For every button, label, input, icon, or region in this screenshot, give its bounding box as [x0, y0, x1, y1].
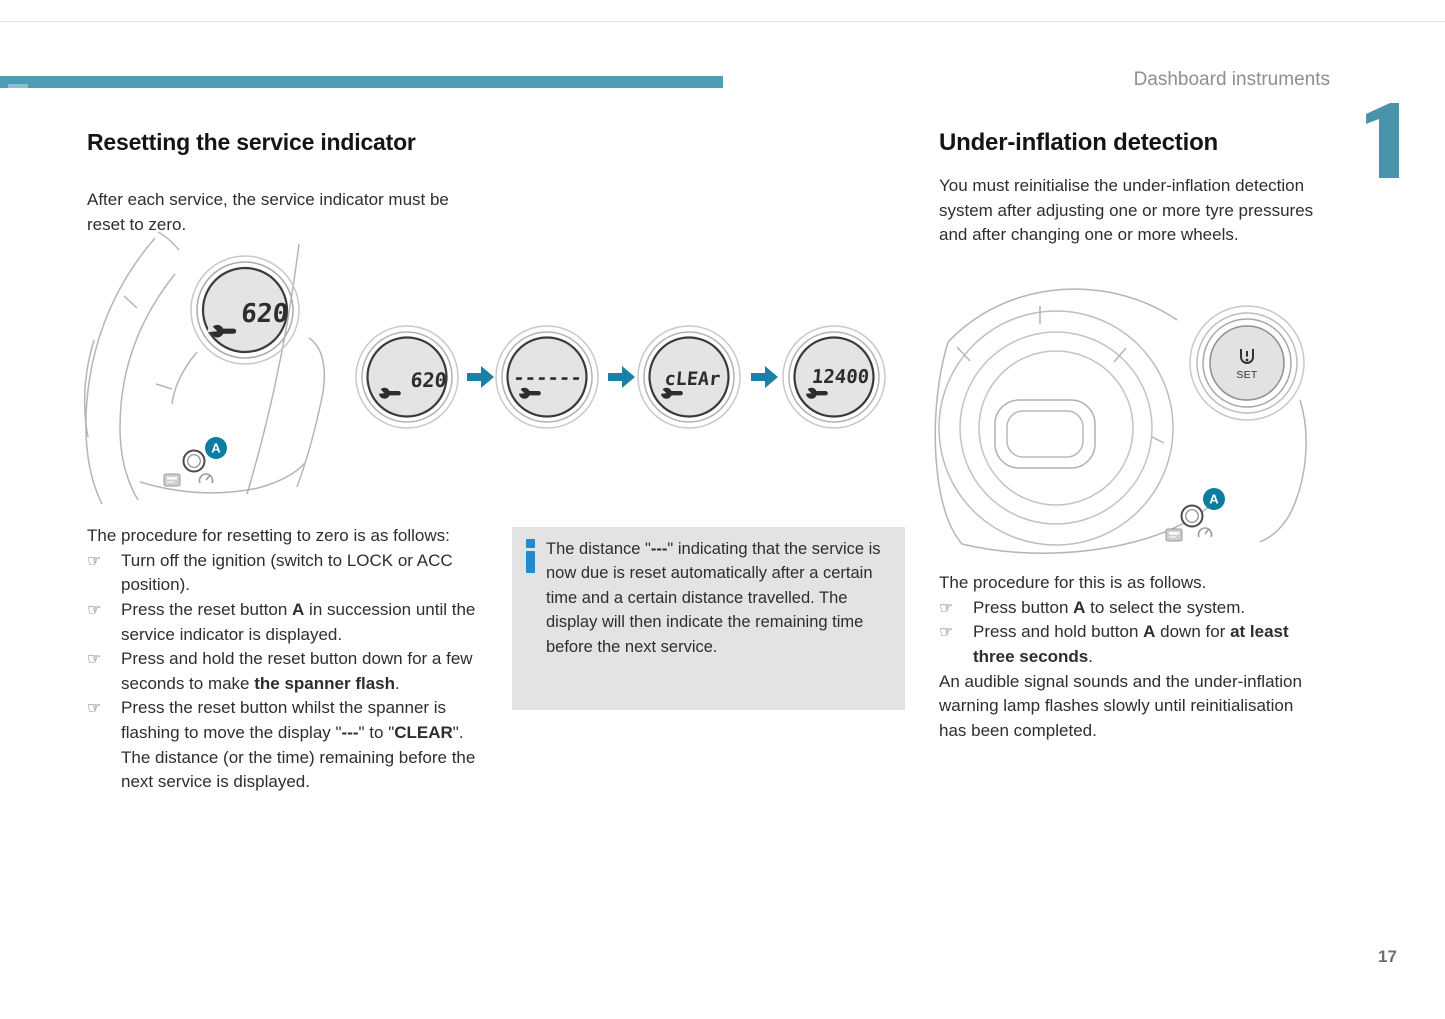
procedure-step: ☞ Press the reset button whilst the span… [87, 698, 464, 743]
pointing-finger-icon: ☞ [939, 597, 954, 617]
spanner-icon [657, 386, 683, 399]
button-a-badge [205, 437, 227, 459]
procedure-step: ☞ Turn off the ignition (switch to LOCK … [87, 550, 453, 595]
underinflation-warning-icon [1240, 348, 1254, 364]
right-procedure-outro: An audible signal sounds and the under-i… [939, 671, 1302, 740]
pointing-finger-icon: ☞ [939, 622, 954, 642]
spanner-icon [375, 386, 401, 399]
sequence-dial-4: 12400 [782, 325, 886, 429]
reset-button [1180, 504, 1204, 528]
arrow-right-icon [751, 366, 778, 388]
spanner-icon [802, 386, 828, 399]
cluster-reset-illustration: 620 A [83, 232, 326, 505]
button-a-label: A [1209, 492, 1219, 507]
trip-display-icon [163, 473, 181, 487]
info-box-text: The distance "---" indicating that the s… [546, 540, 881, 656]
procedure-step: ☞ Press the reset button A in succession… [87, 599, 476, 644]
left-procedure-steps: ☞ Turn off the ignition (switch to LOCK … [87, 549, 480, 746]
right-procedure-intro: The procedure for this is as follows. [939, 573, 1207, 592]
arrow-right-icon [608, 366, 635, 388]
set-button: SET [1196, 312, 1298, 414]
pointing-finger-icon: ☞ [87, 649, 102, 669]
running-header: Dashboard instruments [1133, 69, 1330, 90]
button-a-label: A [211, 441, 221, 456]
cluster-underinflation-illustration: SET A [934, 288, 1307, 554]
left-intro: After each service, the service indicato… [87, 190, 449, 234]
dial-display: cLEAr [664, 369, 721, 390]
left-procedure-intro: The procedure for resetting to zero is a… [87, 526, 450, 545]
dial-display: 620 [410, 368, 448, 392]
reset-button-group: A [163, 437, 227, 487]
section-accent-bar-notch [8, 84, 28, 88]
info-box: The distance "---" indicating that the s… [512, 527, 905, 710]
info-icon [526, 539, 535, 573]
trip-display-icon [1165, 528, 1183, 542]
service-gauge-icon [1197, 527, 1213, 538]
right-procedure-steps: ☞ Press button A to select the system. ☞… [939, 596, 1319, 670]
arrow-right-icon [467, 366, 494, 388]
procedure-step: ☞ Press and hold the reset button down f… [87, 649, 473, 693]
top-rule [0, 21, 1445, 22]
dial-display: 12400 [811, 366, 870, 388]
service-display-dial: 620 [190, 255, 300, 365]
spanner-icon [515, 386, 541, 399]
right-procedure: The procedure for this is as follows. ☞ … [939, 571, 1319, 743]
service-distance-display: 620 [240, 299, 290, 329]
reset-button-group: A [1165, 488, 1225, 542]
section-accent-bar [0, 76, 723, 88]
right-intro: You must reinitialise the under-inflatio… [939, 176, 1314, 245]
reset-button [182, 449, 206, 473]
sequence-dial-3: cLEAr [637, 325, 741, 429]
service-gauge-icon [198, 473, 214, 484]
left-procedure: The procedure for resetting to zero is a… [87, 524, 480, 795]
left-procedure-note: The distance (or the time) remaining bef… [121, 747, 476, 792]
pointing-finger-icon: ☞ [87, 698, 102, 718]
right-section-title: Under-inflation detection [939, 129, 1218, 157]
left-section-title: Resetting the service indicator [87, 129, 416, 156]
pointing-finger-icon: ☞ [87, 599, 102, 619]
spanner-icon [207, 323, 237, 338]
sequence-dial-1: 620 [355, 325, 459, 429]
sequence-dial-2: ------ [495, 325, 599, 429]
chapter-number-glyph: 1 [1366, 103, 1399, 178]
pointing-finger-icon: ☞ [87, 550, 102, 570]
button-a-badge [1203, 488, 1225, 510]
dial-display: ------ [512, 367, 582, 389]
set-button-label: SET [1236, 369, 1258, 381]
display-sequence-illustration: 620 ------ cLEAr 12400 [355, 325, 886, 429]
procedure-step: ☞ Press and hold button A down for at le… [939, 622, 1289, 666]
procedure-step: ☞ Press button A to select the system. [939, 596, 1319, 621]
page-number: 17 [1378, 947, 1397, 966]
